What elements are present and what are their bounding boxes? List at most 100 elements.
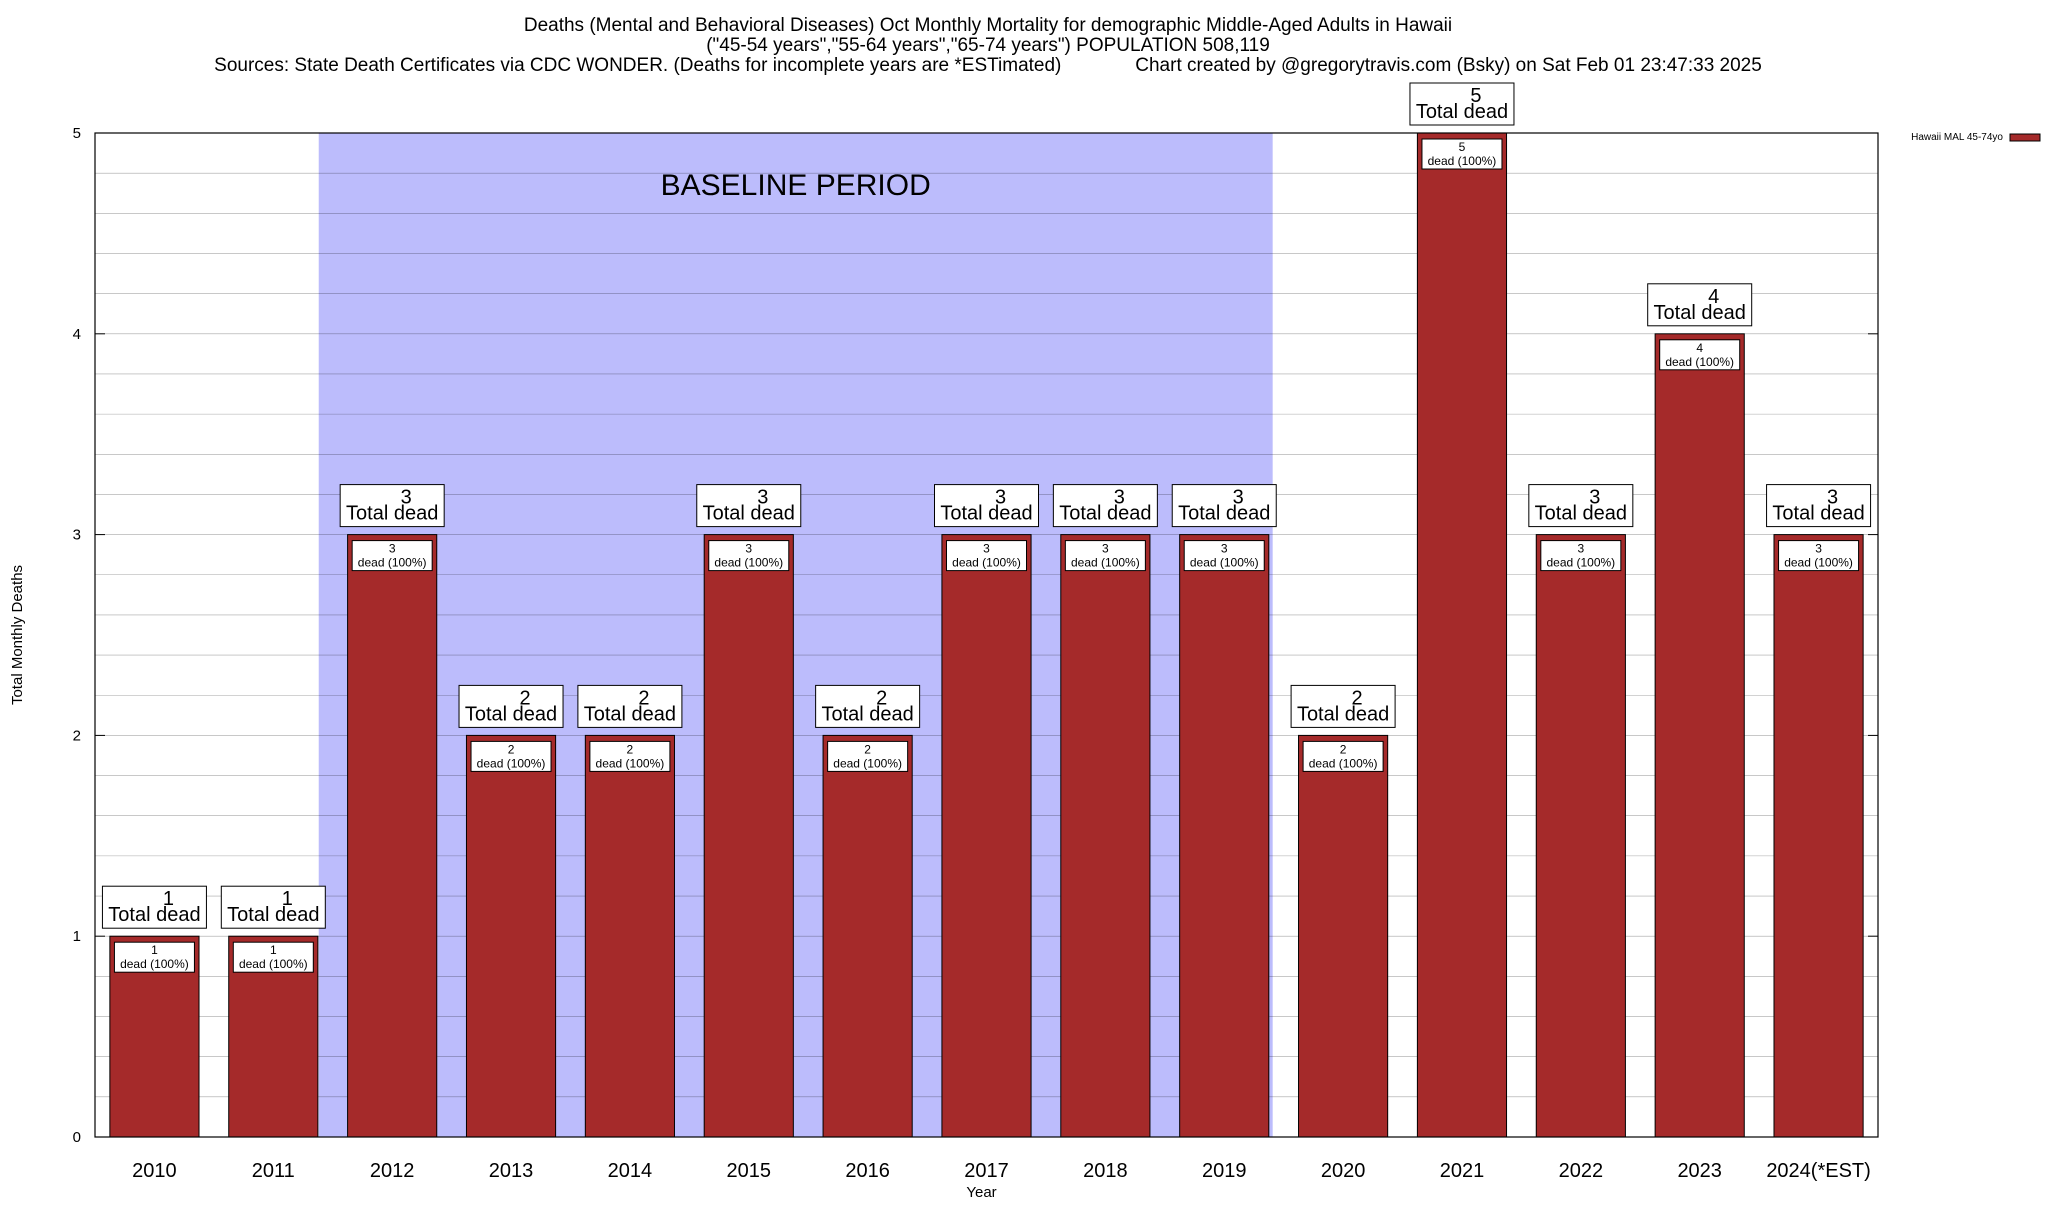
- bar-inner-value: 4: [1696, 341, 1703, 355]
- bar-inner-label-box: [1778, 540, 1860, 572]
- bar-inner-label-box: [351, 540, 433, 572]
- x-tick-label: 2021: [1440, 1160, 1485, 1182]
- bar-inner-percent: dead (100%): [477, 756, 546, 770]
- bar-total-label-box: [220, 885, 326, 929]
- y-tick-label: 5: [73, 125, 81, 142]
- x-tick-label: 2022: [1559, 1160, 1604, 1182]
- baseline-period-label: BASELINE PERIOD: [661, 169, 931, 202]
- x-tick-label: 2010: [132, 1160, 177, 1182]
- bar-inner-label-box: [1540, 540, 1622, 572]
- bar-total-value: 1: [282, 888, 293, 910]
- bar-inner-percent: dead (100%): [833, 756, 902, 770]
- bar-2017: [941, 534, 1032, 1138]
- x-tick-label: 2023: [1677, 1160, 1722, 1182]
- bar-total-text: Total dead: [703, 503, 795, 525]
- bar-inner-percent: dead (100%): [714, 556, 783, 570]
- bar-total-label-box: [339, 484, 445, 528]
- bar-2024(*EST): [1773, 534, 1864, 1138]
- bar-total-value: 2: [638, 687, 649, 709]
- x-tick-label: 2018: [1083, 1160, 1128, 1182]
- y-tick-label: 1: [73, 928, 81, 945]
- bar-total-value: 2: [1352, 687, 1363, 709]
- bar-inner-label-box: [708, 540, 790, 572]
- bar-2012: [347, 534, 438, 1138]
- bar-total-value: 1: [163, 888, 174, 910]
- bar-inner-percent: dead (100%): [1665, 355, 1734, 369]
- x-axis-label: Year: [966, 1184, 996, 1200]
- bar-total-label-box: [696, 484, 802, 528]
- bar-total-value: 5: [1470, 85, 1481, 107]
- bar-total-label-box: [1052, 484, 1158, 528]
- bar-2014: [584, 734, 675, 1138]
- bar-2023: [1654, 333, 1745, 1138]
- x-tick-label: 2014: [608, 1160, 653, 1182]
- bar-total-label-box: [1647, 283, 1753, 327]
- bar-inner-value: 3: [983, 542, 990, 556]
- bar-total-text: Total dead: [1297, 703, 1389, 725]
- bar-total-label-box: [1171, 484, 1277, 528]
- bar-total-value: 2: [876, 687, 887, 709]
- bar-2021: [1416, 132, 1508, 1138]
- x-tick-label: 2019: [1202, 1160, 1247, 1182]
- bar-inner-label-box: [946, 540, 1027, 572]
- bar-total-value: 3: [1233, 487, 1244, 509]
- bar-total-value: 3: [995, 487, 1006, 509]
- y-axis-label: Total Monthly Deaths: [9, 565, 26, 705]
- bar-inner-percent: dead (100%): [952, 556, 1021, 570]
- bar-total-value: 3: [1589, 487, 1600, 509]
- y-tick-label: 0: [73, 1129, 81, 1146]
- bar-inner-value: 3: [1815, 542, 1822, 556]
- chart-title-line-2: ("45-54 years","55-64 years","65-74 year…: [706, 35, 1270, 56]
- y-tick-label: 2: [73, 727, 81, 744]
- bar-total-label-box: [1766, 484, 1872, 528]
- bar-inner-label-box: [232, 941, 314, 973]
- bar-inner-percent: dead (100%): [1309, 756, 1378, 770]
- bar-inner-value: 2: [508, 742, 515, 756]
- bar-total-text: Total dead: [584, 703, 676, 725]
- y-tick-label: 3: [73, 527, 81, 544]
- bar-inner-percent: dead (100%): [120, 957, 189, 971]
- bar-2015: [703, 534, 794, 1138]
- bar-inner-label-box: [827, 740, 909, 772]
- bar-inner-label-box: [470, 740, 552, 772]
- bar-total-value: 3: [1827, 487, 1838, 509]
- chart-title-line-1: Deaths (Mental and Behavioral Diseases) …: [524, 15, 1452, 36]
- bar-2022: [1535, 534, 1626, 1138]
- bar-inner-value: 3: [389, 542, 396, 556]
- bar-total-label-box: [815, 684, 921, 728]
- bar-total-text: Total dead: [940, 503, 1032, 525]
- x-tick-label: 2015: [727, 1160, 772, 1182]
- bar-total-text: Total dead: [465, 703, 557, 725]
- bar-total-value: 3: [757, 487, 768, 509]
- bar-inner-value: 3: [1577, 542, 1584, 556]
- bar-inner-value: 1: [151, 943, 158, 957]
- bar-2018: [1060, 534, 1151, 1138]
- bar-total-text: Total dead: [108, 904, 200, 926]
- legend-label: Hawaii MAL 45-74yo: [1911, 132, 2003, 143]
- bar-inner-value: 2: [627, 742, 634, 756]
- chart-title-line-3: Sources: State Death Certificates via CD…: [214, 55, 1762, 76]
- bar-total-label-box: [1290, 684, 1396, 728]
- bar-inner-label-box: [1302, 740, 1384, 772]
- bar-total-text: Total dead: [1772, 503, 1864, 525]
- bar-2020: [1298, 734, 1389, 1138]
- bar-inner-percent: dead (100%): [1784, 556, 1853, 570]
- bar-inner-value: 3: [1221, 542, 1228, 556]
- bar-total-text: Total dead: [346, 503, 438, 525]
- bar-2013: [465, 734, 557, 1138]
- bar-2019: [1179, 534, 1270, 1138]
- bar-inner-percent: dead (100%): [239, 957, 308, 971]
- bar-total-text: Total dead: [1654, 302, 1746, 324]
- bar-total-text: Total dead: [227, 904, 319, 926]
- bar-total-label-box: [934, 484, 1039, 528]
- bar-inner-label-box: [1183, 540, 1265, 572]
- x-tick-label: 2020: [1321, 1160, 1366, 1182]
- bar-2016: [822, 734, 913, 1138]
- bar-inner-percent: dead (100%): [596, 756, 665, 770]
- x-tick-label: 2012: [370, 1160, 415, 1182]
- bar-inner-percent: dead (100%): [358, 556, 427, 570]
- bar-total-label-box: [458, 684, 564, 728]
- bar-inner-value: 2: [1340, 742, 1347, 756]
